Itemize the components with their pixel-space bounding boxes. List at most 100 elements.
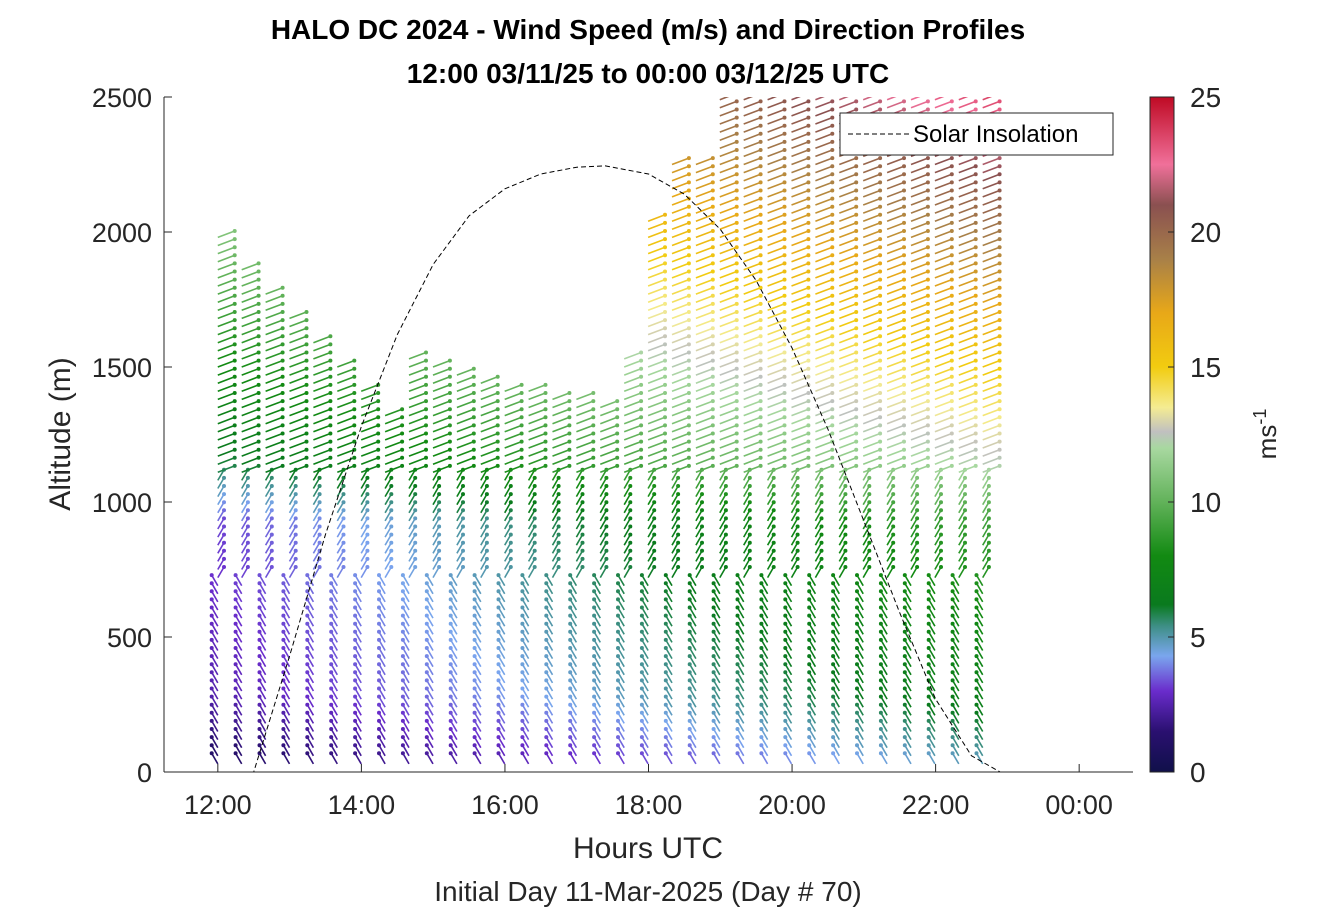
wind-barb xyxy=(593,639,601,651)
wind-barb-head xyxy=(400,646,405,650)
wind-barb xyxy=(665,704,673,716)
wind-barb xyxy=(408,400,427,409)
wind-barb-head xyxy=(544,581,549,586)
wind-barb-head xyxy=(806,350,811,355)
wind-barb-head xyxy=(592,727,597,731)
wind-barb xyxy=(576,465,594,474)
wind-barb-head xyxy=(950,751,955,756)
wind-barb-head xyxy=(806,358,811,363)
wind-barb-head xyxy=(950,637,955,642)
wind-barb xyxy=(958,197,976,206)
wind-barb-head xyxy=(471,374,476,379)
wind-barb xyxy=(719,526,727,538)
wind-barb xyxy=(473,655,482,668)
wind-barb-head xyxy=(830,334,835,339)
wind-barb-head xyxy=(567,399,572,404)
wind-barb xyxy=(862,197,881,206)
wind-barb-head xyxy=(461,492,465,497)
wind-barb-head xyxy=(759,718,764,723)
wind-barb-head xyxy=(854,350,859,355)
wind-barb xyxy=(719,124,737,133)
wind-barb-head xyxy=(377,735,381,740)
wind-barb-head xyxy=(949,229,954,233)
wind-barb-head xyxy=(293,565,298,569)
wind-barb-head xyxy=(389,508,394,513)
wind-barb-head xyxy=(676,556,681,561)
wind-barb xyxy=(617,671,625,684)
wind-barb xyxy=(551,526,560,538)
wind-barb-head xyxy=(878,431,883,436)
wind-barb-head xyxy=(461,524,465,529)
wind-barb xyxy=(910,343,929,352)
wind-barb-head xyxy=(711,654,716,659)
wind-barb xyxy=(760,752,769,765)
wind-barb xyxy=(545,655,554,668)
wind-barb-head xyxy=(949,196,954,201)
wind-barb xyxy=(839,457,857,465)
wind-barb xyxy=(886,230,905,239)
wind-barb xyxy=(282,607,291,619)
wind-barb xyxy=(289,359,307,368)
wind-barb xyxy=(432,493,440,506)
wind-barb xyxy=(719,343,737,352)
wind-barb xyxy=(234,688,243,700)
wind-barb xyxy=(211,736,219,749)
wind-barb-head xyxy=(854,188,859,193)
wind-barb xyxy=(211,623,219,635)
wind-barb-head xyxy=(663,670,668,675)
wind-barb-head xyxy=(925,107,930,112)
wind-barb xyxy=(934,493,942,506)
wind-barb xyxy=(575,534,584,546)
wind-barb-head xyxy=(639,463,644,468)
wind-barb xyxy=(497,688,506,700)
wind-barb xyxy=(880,744,888,757)
wind-barb-head xyxy=(663,366,667,371)
wind-barb xyxy=(791,181,809,190)
wind-barb-head xyxy=(974,605,979,610)
wind-barb-head xyxy=(508,492,513,497)
wind-barb xyxy=(402,728,410,740)
wind-barb xyxy=(886,566,894,578)
wind-barb-head xyxy=(376,423,381,428)
wind-barb-head xyxy=(902,261,906,266)
wind-barb xyxy=(767,254,785,263)
wind-barb xyxy=(408,440,427,449)
wind-barb xyxy=(545,728,554,741)
wind-barb xyxy=(384,424,403,433)
wind-barb-head xyxy=(997,382,1002,387)
wind-barb xyxy=(736,574,745,587)
wind-barb xyxy=(306,688,315,700)
wind-barb-head xyxy=(663,326,667,331)
wind-barb-head xyxy=(782,188,787,193)
wind-barb-head xyxy=(974,621,979,626)
wind-barb xyxy=(593,671,601,684)
wind-barb-head xyxy=(568,751,573,756)
wind-barb xyxy=(958,509,966,522)
wind-barb xyxy=(743,469,751,481)
wind-barb-head xyxy=(556,532,561,537)
wind-barb-head xyxy=(317,565,322,569)
wind-barb-head xyxy=(508,548,513,553)
wind-barb-head xyxy=(568,613,573,618)
wind-barb xyxy=(665,655,673,668)
wind-barb xyxy=(647,246,666,255)
wind-barb xyxy=(671,278,690,287)
wind-barb-head xyxy=(652,565,657,569)
wind-barb xyxy=(719,141,737,150)
wind-barb xyxy=(545,639,554,651)
wind-barb xyxy=(743,270,761,279)
wind-barb-head xyxy=(209,613,214,618)
wind-barb xyxy=(497,582,506,595)
wind-barb-head xyxy=(328,399,333,404)
wind-barb-head xyxy=(556,508,561,513)
wind-barb-head xyxy=(867,565,872,569)
wind-barb-head xyxy=(759,694,764,699)
wind-barb-head xyxy=(676,548,681,553)
wind-barb-head xyxy=(686,253,691,258)
wind-barb-head xyxy=(532,475,537,480)
wind-barb xyxy=(904,679,912,692)
wind-barb xyxy=(982,517,990,530)
wind-barb xyxy=(880,696,888,708)
wind-barb-head xyxy=(317,524,322,529)
wind-barb xyxy=(480,477,488,489)
